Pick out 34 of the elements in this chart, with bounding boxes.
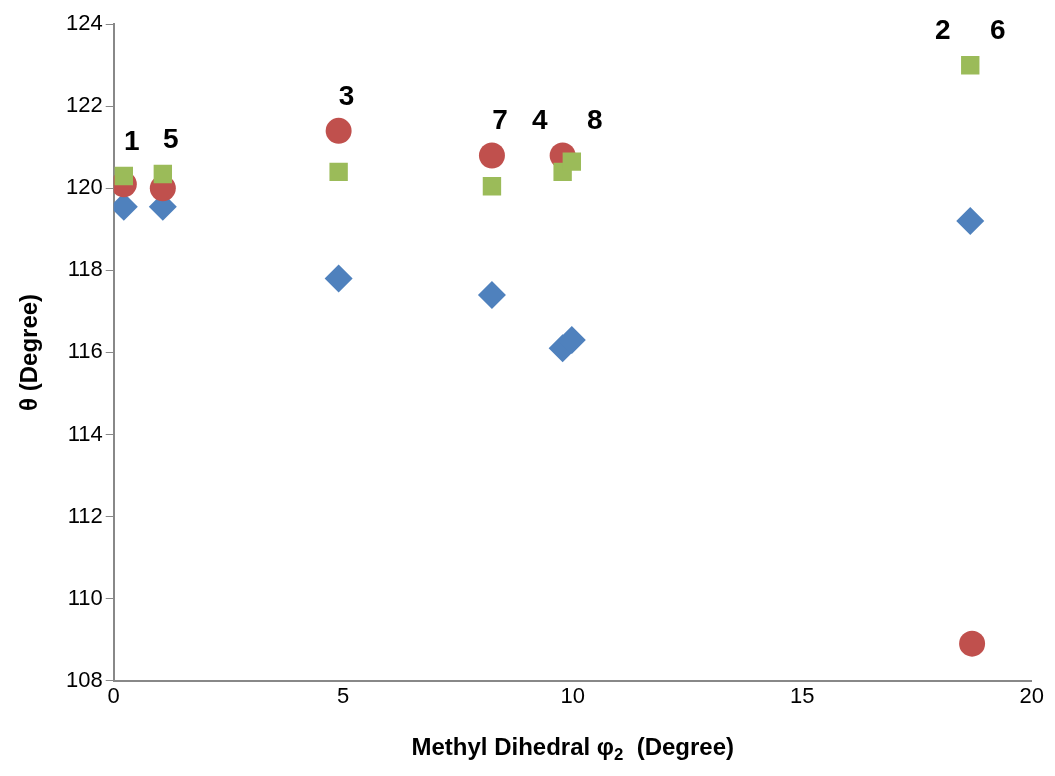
y-axis-title: θ (Degree) [14,293,42,411]
point [477,280,506,309]
point [153,164,173,184]
annotation: 6 [989,13,1006,45]
point [329,162,348,182]
y-tick-label: 110 [67,584,103,610]
annotation: 1 [124,124,140,156]
x-tick-label: 0 [107,682,120,708]
y-tick-label: 124 [65,10,103,36]
annotation: 4 [531,104,548,136]
annotation: 8 [586,104,603,136]
y-tick-label: 122 [65,92,103,118]
point [961,56,980,75]
annotation: 7 [492,104,508,136]
y-tick-label: 108 [65,666,103,692]
point [478,142,505,169]
point [324,264,353,293]
annotation: 5 [163,122,179,154]
point [959,630,986,657]
y-tick-label: 112 [67,502,103,528]
y-tick-label: 118 [67,256,103,282]
x-tick-label: 15 [790,682,815,708]
y-tick-label: 116 [67,338,103,364]
annotation: 2 [934,13,951,45]
y-tick-label: 120 [65,174,103,200]
y-tick-label: 114 [67,420,103,446]
annotation: 3 [338,79,355,111]
point [325,117,352,144]
point [482,177,502,196]
x-tick-label: 20 [1019,682,1045,708]
x-tick-label: 5 [337,682,350,708]
x-tick-label: 10 [560,682,585,708]
point [114,166,133,186]
point [956,207,985,236]
